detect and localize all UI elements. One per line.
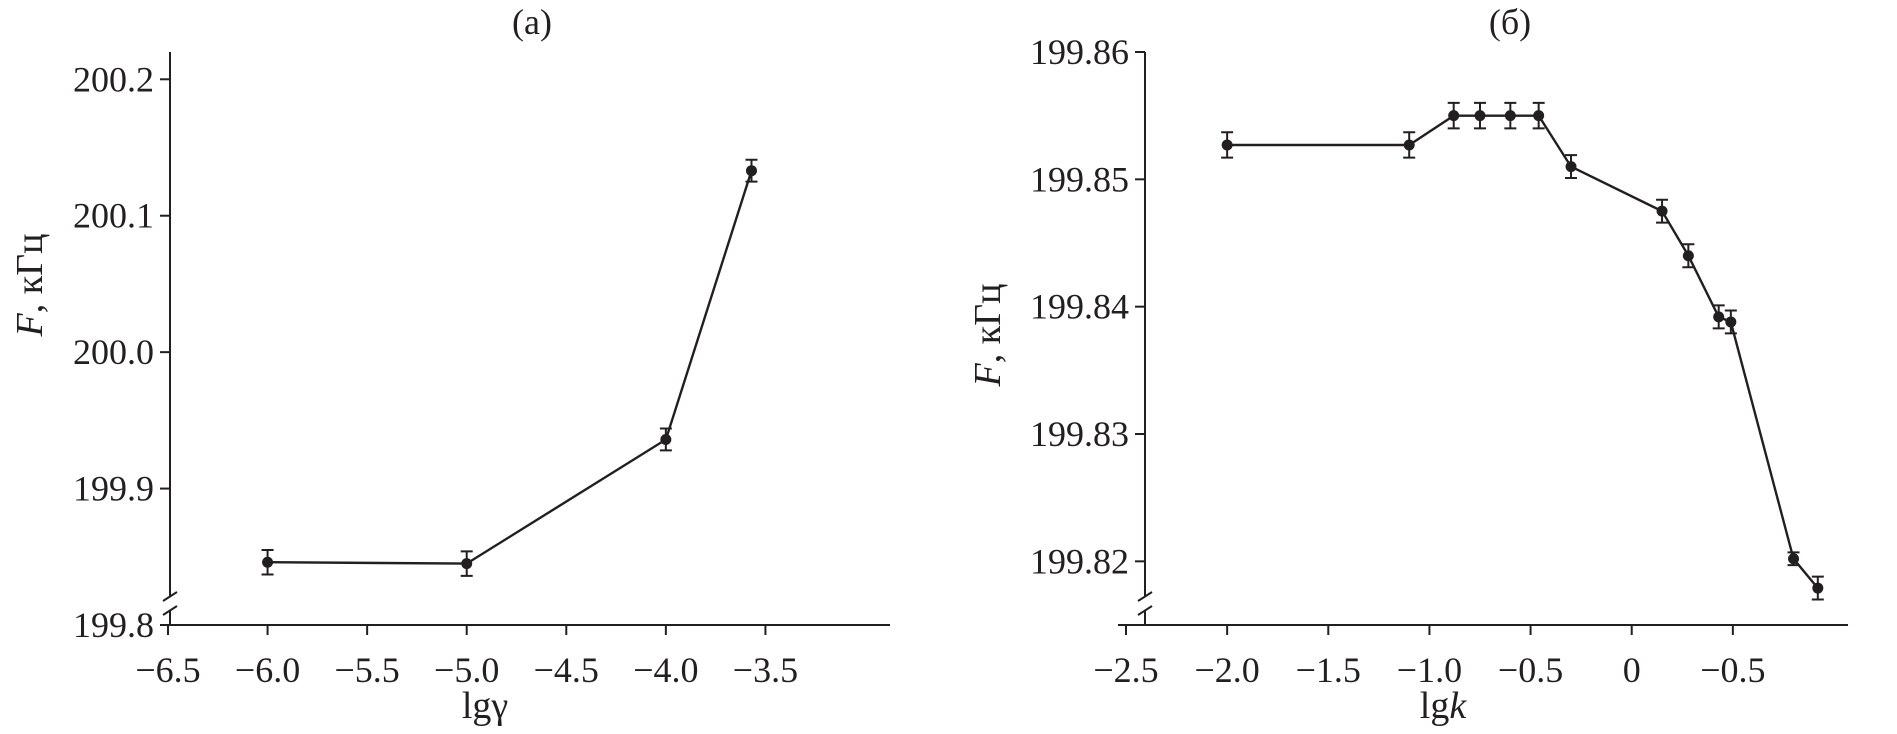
x-tick-label: −5.5 [334,650,399,690]
x-tick-label: −2.0 [1194,650,1259,690]
data-point [1725,316,1737,328]
x-tick-label: −4.5 [534,650,599,690]
y-tick-label: 199.83 [1030,414,1129,454]
y-tick-label: 199.85 [1030,159,1129,199]
x-tick-label: 0 [1623,650,1641,690]
y-tick-label: 199.86 [1030,32,1129,72]
data-point [1682,250,1694,262]
x-axis-label: lgk [1420,685,1468,727]
data-point [1403,139,1415,151]
y-tick-label: 199.82 [1030,541,1129,581]
data-point [1812,582,1824,594]
x-tick-label: −0.5 [1498,650,1563,690]
data-point [1504,110,1516,122]
x-tick-label: −3.5 [733,650,798,690]
x-tick-label: −6.5 [135,650,200,690]
y-tick-label: 200.1 [73,196,154,236]
data-point [1474,110,1486,122]
y-tick-label: 199.9 [73,469,154,509]
panel-title: (б) [1489,2,1531,42]
x-tick-label: −2.5 [1093,650,1158,690]
data-point [1565,161,1577,173]
axis-break-mark [162,605,178,616]
data-point [1788,553,1800,565]
x-axis-label: lgγ [462,685,508,727]
y-tick-label: 200.2 [73,59,154,99]
x-tick-label: −4.0 [633,650,698,690]
y-axis-label: F, кГц [9,234,51,338]
x-tick-label: −1.0 [1397,650,1462,690]
data-point [262,556,274,568]
data-point [745,165,757,177]
chart-panel-a: −6.5 −6.0 −5.5 −5.0 −4.5 −4.0 −3.5 199.8 199.9 20… [9,2,890,727]
x-tick-label: −0.5 [1700,650,1765,690]
y-tick-label: 200.0 [73,332,154,372]
axis-break-mark [1137,605,1153,616]
chart-panel-b: −2.5 −2.0 −1.5 −1.0 −0.5 0 −0.5 199.82 199.83 199… [967,2,1848,727]
y-tick-label: 199.8 [73,605,154,645]
data-point [1656,205,1668,217]
data-point [1533,110,1545,122]
panel-title: (а) [512,2,552,42]
data-point [461,558,473,570]
data-point [660,433,672,445]
x-tick-label: −5.0 [434,650,499,690]
axis-break-mark [162,591,178,602]
data-point [1713,311,1725,323]
x-tick-label: −1.5 [1296,650,1361,690]
y-axis-label: F, кГц [967,284,1009,388]
data-point [1448,110,1460,122]
series-line [267,170,753,565]
data-point [1221,139,1233,151]
series-line [1227,114,1819,589]
y-tick-label: 199.84 [1030,287,1129,327]
axis-break-mark [1137,591,1153,602]
x-tick-label: −6.0 [235,650,300,690]
